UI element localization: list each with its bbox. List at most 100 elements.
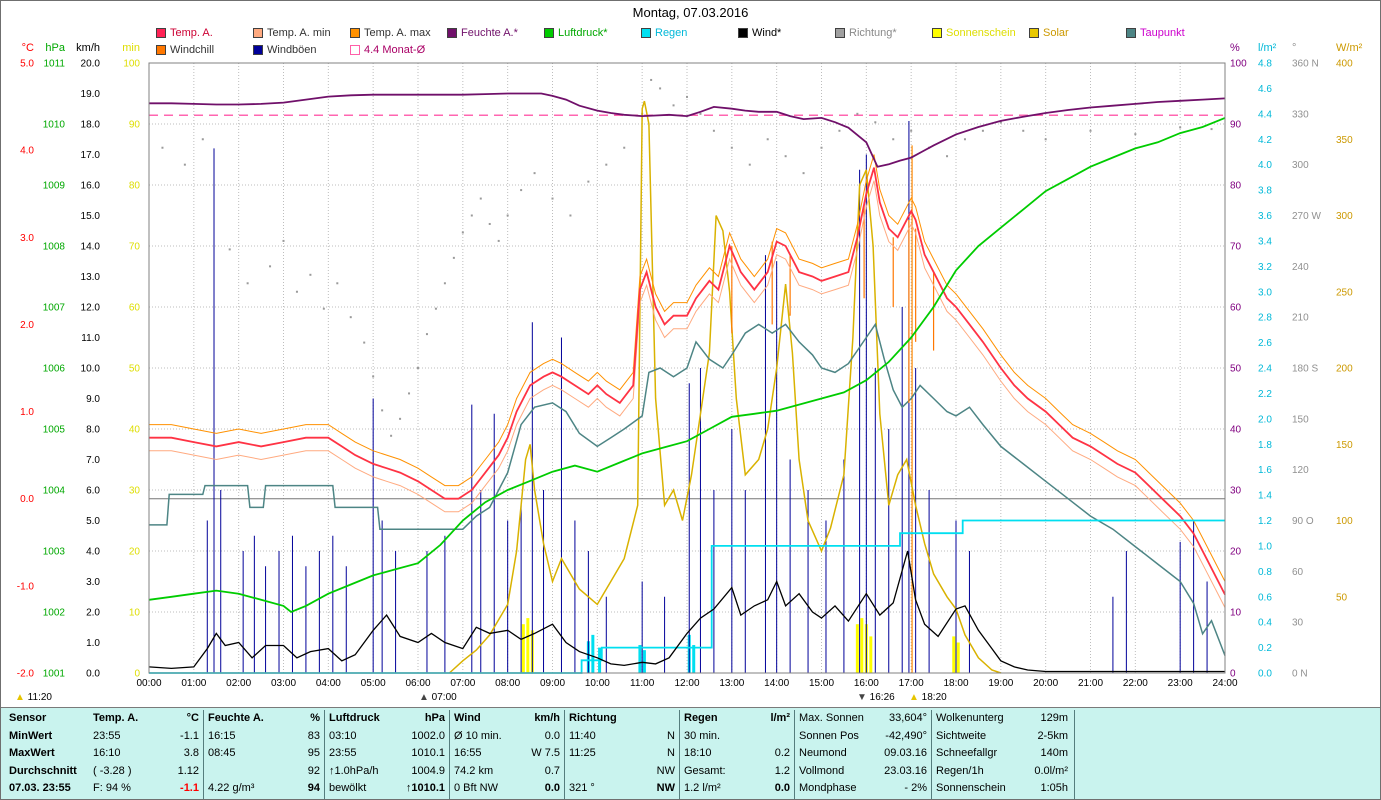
sun-marker: ▲ 18:20 <box>909 692 947 703</box>
axis-unit-label: ° <box>1292 42 1296 54</box>
stats-cell-value: 0.0 <box>544 782 560 795</box>
x-axis-tick-label: 02:00 <box>226 678 251 689</box>
stats-cell-name: 16:15 <box>208 729 236 742</box>
axis-tick-label: 400 <box>1336 59 1353 70</box>
axis-tick-label: 30 <box>1230 486 1242 497</box>
stats-cell-value: 0.0 <box>544 729 560 742</box>
legend-label: Taupunkt <box>1140 27 1185 39</box>
stats-cell-name: 321 ° <box>569 782 595 795</box>
series-richtung <box>1179 126 1182 129</box>
stats-pressure-row-0: Luftdruck hPa <box>329 712 445 725</box>
stats-cell-value: - 2% <box>904 782 927 795</box>
axis-tick-label: 12.0 <box>81 303 101 314</box>
axis-tick-label: 10 <box>129 608 141 619</box>
stats-cell-name: 4.22 g/m³ <box>208 782 255 795</box>
series-richtung <box>295 290 298 293</box>
axis-tick-label: 2.8 <box>1258 313 1272 324</box>
legend-label: Sonnenschein <box>946 27 1016 39</box>
x-axis-tick-label: 14:00 <box>764 678 789 689</box>
x-axis-tick-label: 24:00 <box>1212 678 1237 689</box>
series-sonnenschein <box>855 624 859 673</box>
axis-tick-label: 19.0 <box>81 89 101 100</box>
stats-cell-value: 1002.0 <box>411 729 445 742</box>
stats-humidity-row-0: Feuchte A.% <box>208 712 320 725</box>
stats-cell-name: Feuchte A. <box>208 712 264 724</box>
table-divider <box>324 710 325 799</box>
axis-tick-label: 3.8 <box>1258 186 1272 197</box>
series-richtung <box>161 146 164 149</box>
table-divider <box>794 710 795 799</box>
stats-astro-row-2: Neumond 09.03.16 <box>799 747 927 760</box>
axis-tick-label: 250 <box>1336 287 1353 298</box>
table-divider <box>564 710 565 799</box>
series-richtung <box>963 138 966 141</box>
stats-cell-name: Richtung <box>569 712 617 724</box>
stats-cell-name: Regen/1h <box>936 764 984 777</box>
series-richtung <box>712 129 715 132</box>
series-richtung <box>520 189 523 192</box>
axis-tick-label: 10.0 <box>81 364 101 375</box>
series-regen-intervall <box>638 645 642 673</box>
axis-tick-label: 150 <box>1292 414 1309 425</box>
series-richtung <box>246 282 249 285</box>
axis-tick-label: 0 N <box>1292 669 1308 680</box>
series-temp-max <box>149 154 1226 582</box>
series-richtung <box>322 307 325 310</box>
legend-swatch-icon <box>447 28 457 38</box>
legend: Temp. A. Temp. A. min Temp. A. max Feuchte … <box>1 1 1380 61</box>
axis-tick-label: 0.2 <box>1258 643 1272 654</box>
axis-tick-label: 360 N <box>1292 59 1319 70</box>
legend-item-wind-: Wind* <box>738 27 781 39</box>
table-divider <box>203 710 204 799</box>
stats-cell-value: NW <box>656 764 675 777</box>
series-wind <box>148 550 1225 673</box>
stats-cell-value: 0.0l/m² <box>1034 764 1068 777</box>
series-richtung <box>470 214 473 217</box>
axis-tick-label: 3.0 <box>86 577 100 588</box>
stats-cell-name: bewölkt <box>329 782 367 795</box>
stats-cell-name: 16:10 <box>93 747 121 760</box>
stats-astro-row-4: Mondphase - 2% <box>799 782 927 795</box>
x-axis-tick-label: 07:00 <box>450 678 475 689</box>
stats-cell-value: 09.03.16 <box>884 747 927 760</box>
legend-swatch-icon <box>156 45 166 55</box>
axis-tick-label: 1.8 <box>1258 440 1272 451</box>
series-richtung <box>910 129 913 132</box>
stats-cell-name: Neumond <box>799 747 847 760</box>
x-axis-tick-label: 23:00 <box>1168 678 1193 689</box>
axis-tick-label: 0.0 <box>86 669 100 680</box>
axis-tick-label: 0.4 <box>1258 618 1272 629</box>
series-richtung <box>569 214 572 217</box>
stats-cell-name: 03:10 <box>329 729 357 742</box>
series-feuchte <box>149 92 1226 168</box>
axis-tick-label: 300 <box>1336 211 1353 222</box>
series-richtung <box>282 239 285 242</box>
stats-cell-name: Sichtweite <box>936 729 987 742</box>
axis-tick-label: 20.0 <box>81 59 101 70</box>
series-richtung <box>506 214 509 217</box>
stats-row-label: 07.03. 23:55 <box>9 782 71 795</box>
legend-label: Richtung* <box>849 27 897 39</box>
stats-direction-row-2: 11:25 N <box>569 747 675 760</box>
axis-tick-label: 2.4 <box>1258 364 1272 375</box>
axis-unit-label: min <box>122 42 140 54</box>
legend-item-richtung-: Richtung* <box>835 27 897 39</box>
stats-humidity-row-3: 92 <box>208 765 320 778</box>
stats-cell-name: 23:55 <box>329 747 357 760</box>
axis-tick-label: 6.0 <box>86 486 100 497</box>
axis-unit-label: W/m² <box>1336 42 1363 54</box>
series-richtung <box>443 282 446 285</box>
legend-swatch-icon <box>835 28 845 38</box>
axis-tick-label: 60 <box>1292 567 1304 578</box>
legend-swatch-icon <box>641 28 651 38</box>
table-divider <box>679 710 680 799</box>
stats-cell-name: Wind <box>454 712 481 724</box>
series-richtung <box>730 146 733 149</box>
stats-cell-value: 94 <box>307 782 320 795</box>
stats-wind-row-0: Wind km/h <box>454 712 560 725</box>
chart-title: Montag, 07.03.2016 <box>632 5 749 20</box>
x-axis-tick-label: 16:00 <box>854 678 879 689</box>
stats-cell-name: ↑1.0hPa/h <box>329 764 379 777</box>
x-axis-tick-label: 18:00 <box>943 678 968 689</box>
axis-tick-label: 40 <box>129 425 141 436</box>
